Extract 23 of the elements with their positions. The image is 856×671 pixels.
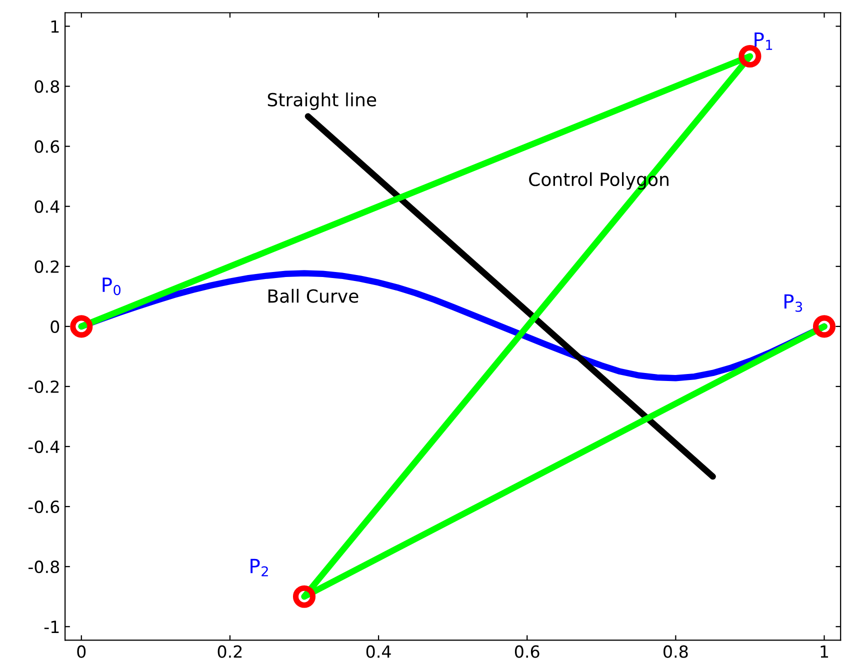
y-tick-label: -0.2 (28, 380, 59, 394)
y-tick-label: 1 (51, 20, 59, 33)
x-tick-label: 0.6 (514, 645, 540, 658)
y-tick-label: -0.4 (28, 440, 60, 454)
y-tick-label: 0.8 (34, 80, 60, 93)
y-tick-label: 0.2 (34, 260, 59, 273)
y-tick-label: -0.8 (28, 560, 60, 574)
annotation: P$_{2}$ (250, 558, 268, 576)
y-tick-label: 0.6 (34, 140, 60, 153)
y-tick-label: -0.6 (28, 500, 60, 514)
x-tick-label: 1 (820, 646, 828, 658)
annotation: P$_{0}$ (102, 278, 121, 296)
annotation: Ball Curve (268, 288, 358, 303)
x-tick-label: 0 (77, 645, 86, 658)
y-tick-label: 0 (50, 320, 60, 334)
x-tick-label: 0.8 (664, 645, 688, 658)
y-tick-label: -1 (44, 620, 59, 633)
annotation: P$_{3}$ (784, 294, 802, 312)
x-tick-label: 0.2 (218, 645, 242, 658)
x-tick-label: 0.4 (366, 645, 391, 658)
annotation: Straight line (268, 92, 376, 110)
y-tick-label: 0.4 (34, 200, 60, 213)
annotation: P$_{1}$ (754, 32, 772, 50)
